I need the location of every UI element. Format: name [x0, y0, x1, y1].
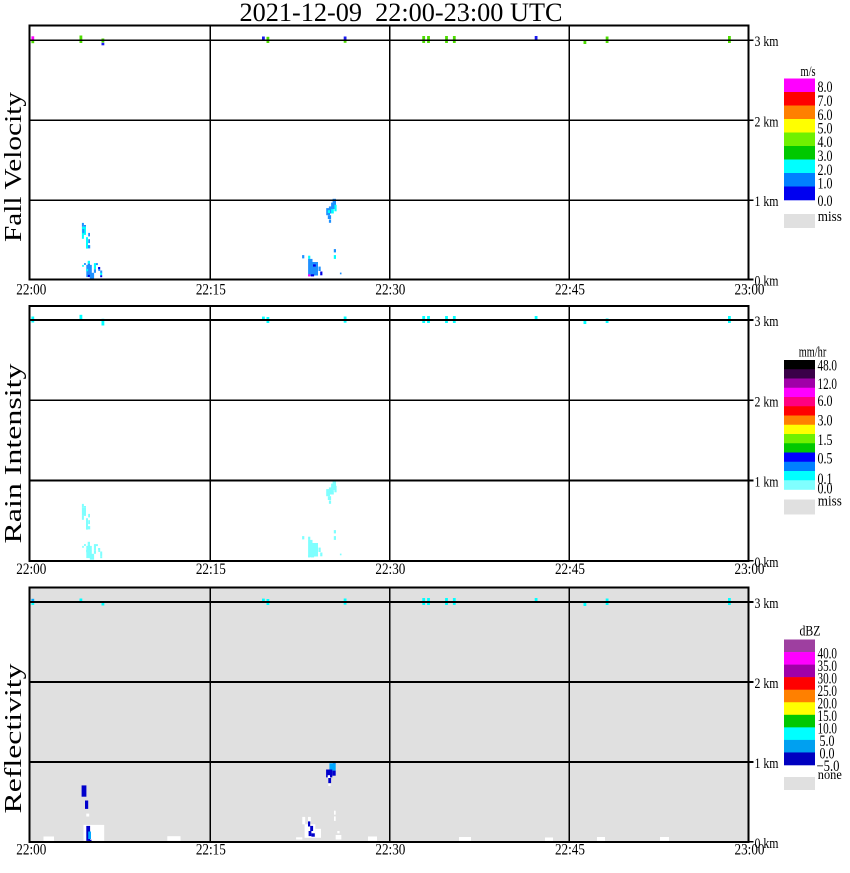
svg-text:dBZ: dBZ — [800, 624, 821, 640]
svg-text:2 km: 2 km — [755, 676, 779, 692]
svg-text:22:45: 22:45 — [555, 840, 585, 858]
svg-text:0.5: 0.5 — [818, 451, 833, 468]
svg-text:4.0: 4.0 — [818, 134, 833, 151]
svg-text:2 km: 2 km — [755, 114, 779, 130]
svg-text:22:00: 22:00 — [16, 281, 46, 299]
svg-text:22:45: 22:45 — [555, 560, 585, 578]
svg-text:none: none — [818, 768, 842, 783]
svg-text:22:00: 22:00 — [16, 840, 46, 858]
svg-text:1 km: 1 km — [755, 194, 779, 210]
svg-text:22:30: 22:30 — [375, 281, 405, 299]
svg-text:−5.0: −5.0 — [817, 758, 840, 775]
svg-text:5.0: 5.0 — [820, 733, 835, 750]
svg-text:2 km: 2 km — [755, 394, 779, 410]
svg-text:0.0: 0.0 — [818, 193, 833, 210]
svg-text:8.0: 8.0 — [818, 79, 833, 96]
svg-text:22:15: 22:15 — [196, 840, 226, 858]
svg-text:48.0: 48.0 — [818, 358, 838, 375]
svg-text:7.0: 7.0 — [818, 93, 833, 110]
svg-text:22:30: 22:30 — [375, 840, 405, 858]
svg-text:22:30: 22:30 — [375, 560, 405, 578]
svg-text:0 km: 0 km — [755, 836, 779, 852]
svg-text:1 km: 1 km — [755, 475, 779, 491]
svg-text:2.0: 2.0 — [818, 162, 833, 179]
svg-text:miss: miss — [818, 494, 842, 510]
svg-text:3 km: 3 km — [755, 34, 779, 50]
svg-text:Reflectivity: Reflectivity — [1, 664, 27, 814]
svg-text:3 km: 3 km — [755, 314, 779, 330]
svg-text:23:00: 23:00 — [735, 281, 765, 299]
svg-text:20.0: 20.0 — [818, 696, 838, 713]
svg-text:0.1: 0.1 — [818, 471, 833, 488]
svg-text:22:00: 22:00 — [16, 560, 46, 578]
svg-text:3 km: 3 km — [755, 596, 779, 612]
svg-text:15.0: 15.0 — [818, 708, 838, 725]
svg-text:3.0: 3.0 — [818, 148, 833, 165]
svg-text:m/s: m/s — [801, 64, 816, 80]
svg-text:12.0: 12.0 — [818, 376, 838, 393]
svg-text:1.5: 1.5 — [818, 432, 833, 449]
svg-text:22:15: 22:15 — [196, 560, 226, 578]
svg-text:22:15: 22:15 — [196, 281, 226, 299]
svg-text:35.0: 35.0 — [818, 658, 838, 675]
svg-text:1.0: 1.0 — [818, 176, 833, 193]
svg-text:0.0: 0.0 — [820, 745, 835, 762]
svg-text:10.0: 10.0 — [818, 720, 838, 737]
svg-text:23:00: 23:00 — [735, 560, 765, 578]
svg-text:0 km: 0 km — [755, 555, 779, 571]
svg-text:0 km: 0 km — [755, 274, 779, 290]
svg-text:6.0: 6.0 — [818, 107, 833, 124]
svg-text:23:00: 23:00 — [735, 840, 765, 858]
svg-text:40.0: 40.0 — [818, 646, 838, 663]
svg-text:5.0: 5.0 — [818, 121, 833, 138]
svg-text:Rain Intensity: Rain Intensity — [1, 364, 27, 544]
svg-text:25.0: 25.0 — [818, 683, 838, 700]
svg-text:Fall Velocity: Fall Velocity — [1, 92, 27, 242]
svg-text:0.0: 0.0 — [818, 481, 833, 498]
svg-text:1 km: 1 km — [755, 756, 779, 772]
svg-text:3.0: 3.0 — [818, 413, 833, 430]
svg-text:miss: miss — [818, 209, 842, 225]
svg-text:mm/hr: mm/hr — [799, 345, 827, 361]
svg-text:2021-12-09 22:00-23:00 UTC: 2021-12-09 22:00-23:00 UTC — [240, 0, 563, 27]
svg-text:22:45: 22:45 — [555, 281, 585, 299]
svg-text:6.0: 6.0 — [818, 393, 833, 410]
svg-text:30.0: 30.0 — [818, 671, 838, 688]
